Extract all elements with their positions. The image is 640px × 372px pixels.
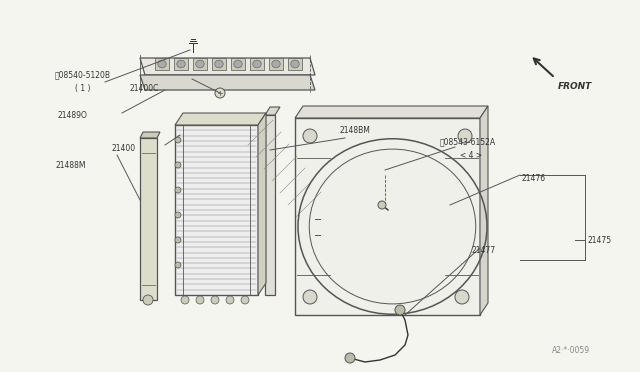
Circle shape: [175, 187, 181, 193]
Text: 21488M: 21488M: [55, 160, 86, 170]
Circle shape: [226, 296, 234, 304]
Polygon shape: [175, 113, 266, 125]
Circle shape: [175, 137, 181, 143]
Circle shape: [241, 296, 249, 304]
Text: 2148BM: 2148BM: [340, 125, 371, 135]
Circle shape: [175, 162, 181, 168]
Polygon shape: [231, 58, 245, 70]
Polygon shape: [295, 118, 480, 315]
Circle shape: [455, 290, 469, 304]
Circle shape: [175, 237, 181, 243]
Text: 21400: 21400: [112, 144, 136, 153]
Text: 21475: 21475: [588, 235, 612, 244]
Polygon shape: [155, 58, 169, 70]
Polygon shape: [140, 58, 315, 75]
Circle shape: [175, 212, 181, 218]
Polygon shape: [140, 138, 157, 300]
Text: 21476: 21476: [522, 173, 546, 183]
Circle shape: [175, 262, 181, 268]
Circle shape: [303, 290, 317, 304]
Polygon shape: [295, 106, 488, 118]
Text: Ⓝ08543-6152A: Ⓝ08543-6152A: [440, 138, 496, 147]
Ellipse shape: [158, 60, 166, 68]
Ellipse shape: [291, 60, 300, 68]
Polygon shape: [175, 125, 258, 295]
Circle shape: [181, 296, 189, 304]
Circle shape: [143, 295, 153, 305]
Text: Ⓝ08540-5120B: Ⓝ08540-5120B: [55, 71, 111, 80]
Polygon shape: [140, 75, 315, 90]
Text: 21400C: 21400C: [130, 83, 159, 93]
Text: ( 1 ): ( 1 ): [75, 83, 90, 93]
Polygon shape: [480, 106, 488, 315]
Polygon shape: [265, 115, 275, 295]
Ellipse shape: [177, 60, 185, 68]
Polygon shape: [193, 58, 207, 70]
Circle shape: [378, 201, 386, 209]
Text: < 4 >: < 4 >: [460, 151, 482, 160]
Circle shape: [215, 88, 225, 98]
Polygon shape: [258, 113, 266, 295]
Polygon shape: [174, 58, 188, 70]
Circle shape: [395, 305, 405, 315]
Circle shape: [303, 129, 317, 143]
Polygon shape: [269, 58, 283, 70]
Ellipse shape: [196, 60, 204, 68]
Ellipse shape: [272, 60, 280, 68]
Ellipse shape: [234, 60, 242, 68]
Circle shape: [458, 129, 472, 143]
Ellipse shape: [215, 60, 223, 68]
Ellipse shape: [253, 60, 261, 68]
Polygon shape: [250, 58, 264, 70]
Text: FRONT: FRONT: [558, 82, 592, 91]
Circle shape: [211, 296, 219, 304]
Text: 21477: 21477: [472, 246, 496, 254]
Circle shape: [196, 296, 204, 304]
Circle shape: [345, 353, 355, 363]
Text: A2·*·0059: A2·*·0059: [552, 346, 590, 355]
Polygon shape: [265, 107, 280, 115]
Polygon shape: [212, 58, 226, 70]
Text: 21489O: 21489O: [58, 110, 88, 119]
Polygon shape: [288, 58, 302, 70]
Polygon shape: [140, 132, 160, 138]
